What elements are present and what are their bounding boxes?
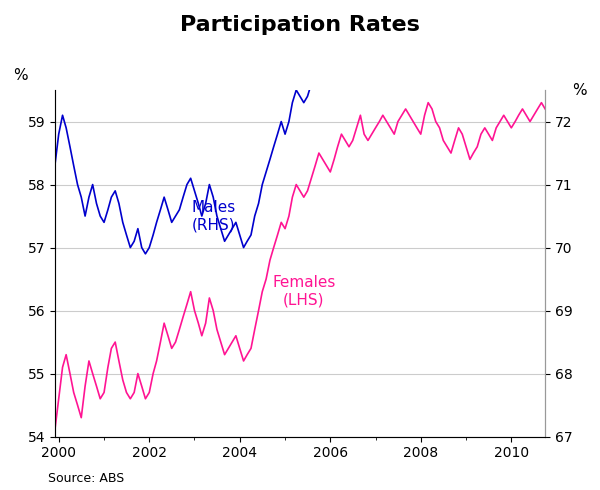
Y-axis label: %: % <box>572 83 587 98</box>
Text: Females
(LHS): Females (LHS) <box>272 275 335 308</box>
Text: Participation Rates: Participation Rates <box>180 15 420 35</box>
Y-axis label: %: % <box>13 68 28 83</box>
Text: Males
(RHS): Males (RHS) <box>191 200 235 232</box>
Text: Source: ABS: Source: ABS <box>48 472 124 485</box>
